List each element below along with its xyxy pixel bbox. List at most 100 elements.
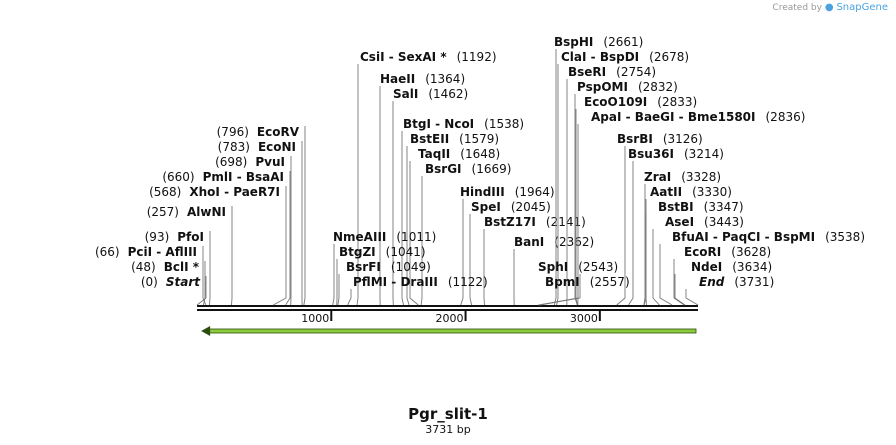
restriction-site-label[interactable]: CsiI - SexAI * (1192) xyxy=(356,50,497,306)
restriction-site-label[interactable]: ApaI - BaeGI - Bme1580I (2836) xyxy=(577,110,806,306)
enzyme-name[interactable]: EcoNI xyxy=(258,140,296,154)
restriction-site-label[interactable]: TaqII (1648) xyxy=(409,147,500,306)
enzyme-name[interactable]: Start xyxy=(166,275,201,289)
restriction-site-label[interactable]: PciI - AflIII (66) xyxy=(95,245,207,306)
enzyme-name[interactable]: AlwNI xyxy=(187,205,226,219)
site-position: (2832) xyxy=(638,80,678,94)
restriction-site-label[interactable]: PmlI - BsaAI (660) xyxy=(162,170,291,306)
site-position: (93) xyxy=(145,230,170,244)
restriction-site-label[interactable]: AlwNI (257) xyxy=(147,205,233,306)
enzyme-name[interactable]: ApaI - BaeGI - Bme1580I xyxy=(591,110,756,124)
restriction-site-label[interactable]: BstBI (3347) xyxy=(645,200,744,306)
restriction-site-label[interactable]: BstZ17I (2141) xyxy=(483,215,586,306)
restriction-site-label[interactable]: BstEII (1579) xyxy=(406,132,499,306)
enzyme-name[interactable]: BsrGI xyxy=(425,162,462,176)
restriction-site-label[interactable]: Start (0) xyxy=(141,275,207,306)
enzyme-name[interactable]: BseRI xyxy=(568,65,606,79)
restriction-site-label[interactable]: End (3731) xyxy=(685,275,774,306)
enzyme-name[interactable]: EcoRI xyxy=(684,245,721,259)
enzyme-name[interactable]: PspOMI xyxy=(577,80,628,94)
enzyme-name[interactable]: Bsu36I xyxy=(628,147,674,161)
restriction-site-label[interactable]: BsrGI (1669) xyxy=(420,162,511,306)
site-connector xyxy=(332,244,335,306)
restriction-site-label[interactable]: HindIII (1964) xyxy=(460,185,555,306)
enzyme-name[interactable]: NmeAIII xyxy=(333,230,386,244)
site-connector xyxy=(674,274,686,306)
restriction-site-label[interactable]: ZraI (3328) xyxy=(643,170,721,306)
restriction-site-label[interactable]: EcoRV (796) xyxy=(217,125,306,306)
sequence-length: 3731 bp xyxy=(425,423,471,436)
restriction-site-label[interactable]: BtgZI (1041) xyxy=(336,245,426,306)
restriction-site-label[interactable]: NmeAIII (1011) xyxy=(332,230,437,306)
restriction-site-label[interactable]: NdeI (3634) xyxy=(674,260,772,306)
enzyme-name[interactable]: End xyxy=(699,275,725,289)
feature-arrow-body[interactable] xyxy=(206,328,697,334)
enzyme-name[interactable]: XhoI - PaeR7I xyxy=(189,185,280,199)
restriction-site-label[interactable]: AseI (3443) xyxy=(652,215,744,306)
restriction-site-label[interactable]: SpeI (2045) xyxy=(469,200,551,306)
restriction-site-label[interactable]: BsrBI (3126) xyxy=(616,132,703,306)
enzyme-name[interactable]: SphI xyxy=(538,260,568,274)
enzyme-name[interactable]: BstEII xyxy=(410,132,449,146)
site-position: (3328) xyxy=(681,170,721,184)
restriction-site-label[interactable]: BtgI - NcoI (1538) xyxy=(401,117,524,306)
enzyme-name[interactable]: BfuAI - PaqCI - BspMI xyxy=(672,230,815,244)
enzyme-name[interactable]: HaeII xyxy=(380,72,415,86)
enzyme-name[interactable]: BsrBI xyxy=(617,132,653,146)
enzyme-name[interactable]: PciI - AflIII xyxy=(128,245,197,259)
enzyme-name[interactable]: PfoI xyxy=(177,230,204,244)
restriction-site-label[interactable]: HaeII (1364) xyxy=(379,72,465,306)
enzyme-name[interactable]: SpeI xyxy=(471,200,501,214)
restriction-site-label[interactable]: BanI (2362) xyxy=(513,235,594,306)
site-connector xyxy=(285,171,291,306)
enzyme-name[interactable]: CsiI - SexAI * xyxy=(360,50,447,64)
restriction-site-label[interactable]: EcoNI (783) xyxy=(218,140,303,306)
restriction-site-label[interactable]: BfuAI - PaqCI - BspMI (3538) xyxy=(659,230,865,306)
restriction-site-label[interactable]: BseRI (2754) xyxy=(566,65,656,306)
enzyme-name[interactable]: NdeI xyxy=(691,260,722,274)
enzyme-name[interactable]: ClaI - BspDI xyxy=(561,50,639,64)
feature-arrow-head[interactable] xyxy=(201,326,211,336)
restriction-site-label[interactable]: PvuI (698) xyxy=(215,155,292,306)
restriction-site-label[interactable]: BclI * (48) xyxy=(131,260,206,306)
site-position: (2543) xyxy=(578,260,618,274)
restriction-site-label[interactable]: Bsu36I (3214) xyxy=(628,147,724,306)
restriction-site-label[interactable]: PspOMI (2832) xyxy=(574,80,678,306)
enzyme-name[interactable]: AatII xyxy=(650,185,682,199)
enzyme-name[interactable]: PmlI - BsaAI xyxy=(203,170,284,184)
enzyme-name[interactable]: BsrFI xyxy=(346,260,381,274)
enzyme-name[interactable]: BclI * xyxy=(164,260,200,274)
enzyme-name[interactable]: PvuI xyxy=(255,155,285,169)
site-position: (1648) xyxy=(460,147,500,161)
enzyme-name[interactable]: AseI xyxy=(665,215,694,229)
restriction-site-label[interactable]: ClaI - BspDI (2678) xyxy=(556,50,689,306)
enzyme-name[interactable]: EcoO109I xyxy=(584,95,647,109)
site-connector xyxy=(203,261,206,306)
site-position: (568) xyxy=(149,185,181,199)
enzyme-name[interactable]: ZraI xyxy=(644,170,671,184)
site-position: (257) xyxy=(147,205,179,219)
enzyme-name[interactable]: PflMI - DraIII xyxy=(353,275,438,289)
enzyme-name[interactable]: BstBI xyxy=(658,200,694,214)
enzyme-name[interactable]: EcoRV xyxy=(257,125,300,139)
restriction-site-label[interactable]: XhoI - PaeR7I (568) xyxy=(149,185,287,306)
restriction-site-label[interactable]: PflMI - DraIII (1122) xyxy=(347,275,488,306)
enzyme-name[interactable]: HindIII xyxy=(460,185,505,199)
restriction-site-label[interactable]: BpmI (2557) xyxy=(540,275,630,306)
site-connector xyxy=(406,146,410,306)
enzyme-name[interactable]: BtgZI xyxy=(339,245,376,259)
enzyme-name[interactable]: SalI xyxy=(393,87,418,101)
enzyme-name[interactable]: BpmI xyxy=(545,275,580,289)
enzyme-name[interactable]: BtgI - NcoI xyxy=(403,117,474,131)
restriction-site-label[interactable]: EcoRI (3628) xyxy=(673,245,771,306)
restriction-site-label[interactable]: SphI (2543) xyxy=(538,260,618,306)
enzyme-name[interactable]: BstZ17I xyxy=(484,215,536,229)
restriction-site-label[interactable]: BsrFI (1049) xyxy=(337,260,431,306)
restriction-site-label[interactable]: EcoO109I (2833) xyxy=(575,95,697,306)
enzyme-name[interactable]: BspHI xyxy=(554,35,593,49)
enzyme-name[interactable]: BanI xyxy=(514,235,544,249)
restriction-site-label[interactable]: SalI (1462) xyxy=(392,87,468,306)
enzyme-name[interactable]: TaqII xyxy=(418,147,450,161)
site-position: (3628) xyxy=(731,245,771,259)
restriction-site-label[interactable]: PfoI (93) xyxy=(145,230,211,306)
